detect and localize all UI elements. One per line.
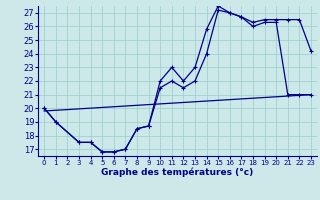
X-axis label: Graphe des températures (°c): Graphe des températures (°c)	[101, 168, 254, 177]
